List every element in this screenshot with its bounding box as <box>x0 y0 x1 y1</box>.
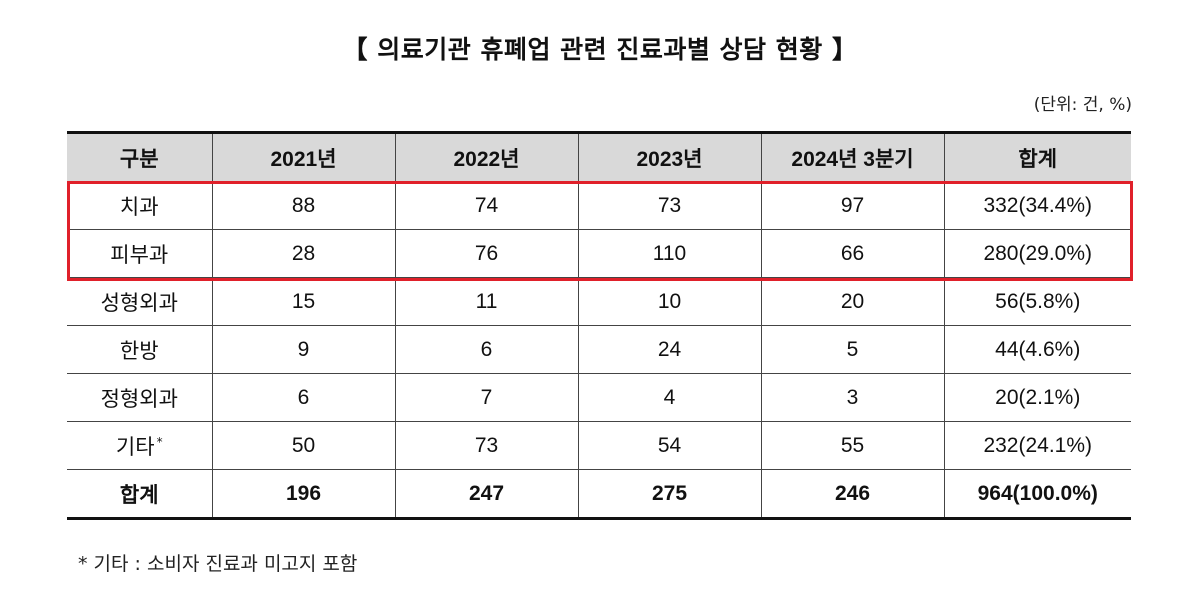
cell-2024q3: 3 <box>760 373 944 422</box>
table-row: 성형외과 15 11 10 20 56(5.8%) <box>67 277 1131 326</box>
table-total-row: 합계 196 247 275 246 964(100.0%) <box>67 469 1131 520</box>
row-label: 성형외과 <box>67 277 212 326</box>
row-label: 기타 <box>115 434 155 459</box>
cell-total: 56(5.8%) <box>943 277 1131 326</box>
table-row: 치과 88 74 73 97 332(34.4%) <box>67 181 1131 230</box>
table-row: 정형외과 6 7 4 3 20(2.1%) <box>67 373 1131 422</box>
row-label: 한방 <box>67 325 212 374</box>
cell-2021: 9 <box>211 325 395 374</box>
cell-total: 332(34.4%) <box>943 181 1131 230</box>
cell-2021: 88 <box>211 181 395 230</box>
header-2022: 2022년 <box>394 131 578 182</box>
table-row: 기타 * 50 73 54 55 232(24.1%) <box>67 421 1131 470</box>
cell-2024q3: 66 <box>760 229 944 278</box>
cell-2023: 73 <box>577 181 761 230</box>
header-category: 구분 <box>67 131 212 182</box>
cell-2021: 50 <box>211 421 395 470</box>
cell-2021: 15 <box>211 277 395 326</box>
row-label: 정형외과 <box>67 373 212 422</box>
cell-2024q3: 5 <box>760 325 944 374</box>
cell-2023: 4 <box>577 373 761 422</box>
table-row: 한방 9 6 24 5 44(4.6%) <box>67 325 1131 374</box>
cell-2021: 28 <box>211 229 395 278</box>
unit-label: (단위: 건, %) <box>1033 95 1132 115</box>
total-2024q3: 246 <box>760 469 944 520</box>
cell-2021: 6 <box>211 373 395 422</box>
footnote: * 기타 : 소비자 진료과 미고지 포함 <box>78 553 358 575</box>
header-2024q3: 2024년 3분기 <box>760 131 944 182</box>
cell-total: 44(4.6%) <box>943 325 1131 374</box>
header-2023: 2023년 <box>577 131 761 182</box>
cell-2022: 73 <box>394 421 578 470</box>
cell-2024q3: 55 <box>760 421 944 470</box>
header-total: 합계 <box>943 131 1131 182</box>
row-label: 피부과 <box>67 229 212 278</box>
total-2023: 275 <box>577 469 761 520</box>
total-2021: 196 <box>211 469 395 520</box>
footnote-marker: * <box>156 434 163 449</box>
consultation-table: 구분 2021년 2022년 2023년 2024년 3분기 합계 치과 88 … <box>67 131 1131 520</box>
cell-2022: 11 <box>394 277 578 326</box>
cell-2022: 6 <box>394 325 578 374</box>
cell-2022: 76 <box>394 229 578 278</box>
cell-2023: 110 <box>577 229 761 278</box>
cell-total: 232(24.1%) <box>943 421 1131 470</box>
cell-2023: 10 <box>577 277 761 326</box>
cell-2024q3: 20 <box>760 277 944 326</box>
total-sum: 964(100.0%) <box>943 469 1131 520</box>
total-2022: 247 <box>394 469 578 520</box>
cell-2024q3: 97 <box>760 181 944 230</box>
total-label: 합계 <box>67 469 212 520</box>
table-row: 피부과 28 76 110 66 280(29.0%) <box>67 229 1131 278</box>
cell-total: 280(29.0%) <box>943 229 1131 278</box>
header-2021: 2021년 <box>211 131 395 182</box>
cell-2023: 54 <box>577 421 761 470</box>
row-label-cell: 기타 * <box>67 421 212 470</box>
page-title: 【 의료기관 휴폐업 관련 진료과별 상담 현황 】 <box>342 35 858 64</box>
cell-2022: 74 <box>394 181 578 230</box>
cell-2023: 24 <box>577 325 761 374</box>
table-header-row: 구분 2021년 2022년 2023년 2024년 3분기 합계 <box>67 131 1131 182</box>
row-label: 치과 <box>67 181 212 230</box>
cell-total: 20(2.1%) <box>943 373 1131 422</box>
cell-2022: 7 <box>394 373 578 422</box>
